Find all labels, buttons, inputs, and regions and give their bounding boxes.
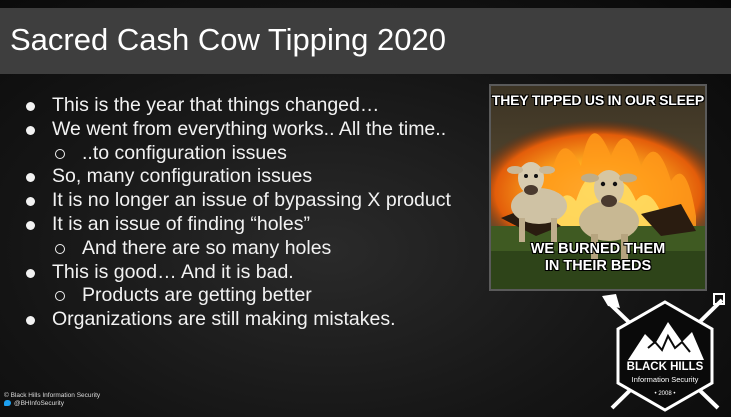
bullet-text: And there are so many holes: [82, 236, 332, 259]
bullet-dot-icon: [26, 102, 35, 111]
meme-bottom-line: WE BURNED THEM: [530, 241, 666, 257]
bullet-ring-icon: [55, 148, 65, 159]
bullet-list: This is the year that things changed… We…: [26, 94, 496, 332]
bullet-dot-icon: [26, 220, 35, 230]
logo-subtitle: Information Security: [631, 375, 699, 384]
bullet-ring-icon: [55, 291, 65, 302]
bullet-text: This is good… And it is bad.: [52, 260, 294, 283]
logo-mark-icon: [602, 293, 725, 412]
bullet-text: ..to configuration issues: [82, 141, 287, 164]
sub-bullet-item: Products are getting better: [26, 284, 496, 308]
meme-top-caption: THEY TIPPED US IN OUR SLEEP: [491, 92, 705, 108]
bullet-dot-icon: [26, 125, 35, 135]
bullet-ring-icon: [55, 243, 65, 254]
bullet-item: We went from everything works.. All the …: [26, 118, 496, 142]
bullet-text: It is an issue of finding “holes”: [52, 212, 310, 235]
meme-bottom-caption: WE BURNED THEM IN THEIR BEDS: [491, 241, 705, 275]
bullet-item: This is good… And it is bad.: [26, 261, 496, 285]
black-hills-logo: BLACK HILLS Information Security • 2008 …: [600, 292, 730, 414]
footer-twitter: @BHInfoSecurity: [4, 400, 100, 408]
meme-bottom-line: IN THEIR BEDS: [544, 258, 652, 274]
cow-right-icon: [579, 170, 639, 260]
bullet-item: This is the year that things changed…: [26, 94, 496, 118]
footer-copyright: © Black Hills Information Security: [4, 392, 101, 399]
slide-footer: © Black Hills Information Security @BHIn…: [4, 392, 100, 408]
bullet-item: It is an issue of finding “holes”: [26, 213, 496, 237]
bullet-text: We went from everything works.. All the …: [52, 117, 447, 140]
bullet-dot-icon: [26, 197, 35, 207]
logo-year: • 2008 •: [654, 391, 676, 397]
bullet-item: It is no longer an issue of bypassing X …: [26, 189, 496, 213]
cow-left-icon: [507, 162, 567, 242]
bullet-text: It is no longer an issue of bypassing X …: [52, 189, 451, 212]
bullet-dot-icon: [26, 268, 35, 278]
bullet-dot-icon: [26, 316, 35, 326]
twitter-handle: @BHInfoSecurity: [14, 400, 64, 407]
sub-bullet-item: And there are so many holes: [26, 237, 496, 261]
cows-fire-illustration: [491, 86, 705, 289]
bullet-text: Organizations are still making mistakes.: [52, 308, 396, 331]
bullet-text: This is the year that things changed…: [52, 94, 380, 116]
logo-name: BLACK HILLS: [626, 361, 704, 373]
slide-title: Sacred Cash Cow Tipping 2020: [10, 22, 446, 57]
bullet-text: So, many configuration issues: [52, 165, 313, 188]
bullet-item: Organizations are still making mistakes.: [26, 308, 496, 332]
sub-bullet-item: ..to configuration issues: [26, 142, 496, 166]
twitter-bird-icon: [4, 400, 11, 407]
title-bar: Sacred Cash Cow Tipping 2020: [0, 8, 731, 74]
bullet-item: So, many configuration issues: [26, 165, 496, 189]
bullet-dot-icon: [26, 173, 35, 183]
meme-image: THEY TIPPED US IN OUR SLEEP WE BURNED TH…: [489, 84, 707, 291]
bullet-text: Products are getting better: [82, 284, 312, 307]
